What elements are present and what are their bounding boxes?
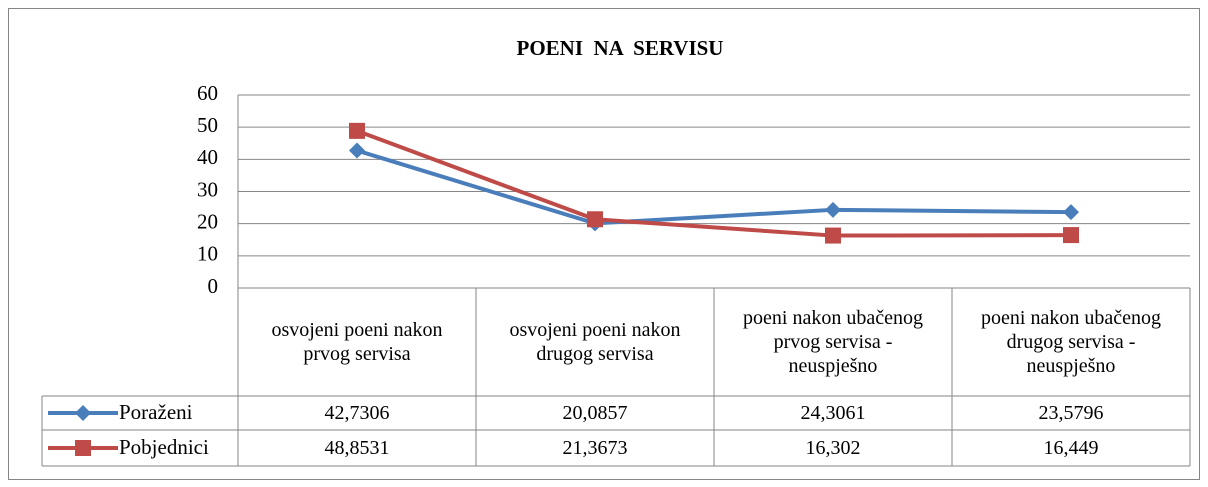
y-tick-label: 0 — [208, 274, 219, 298]
category-label: poeni nakon ubačenog drugog servisa - ne… — [981, 307, 1161, 377]
table-value: 48,8531 — [324, 437, 390, 459]
table-value: 20,0857 — [562, 402, 628, 424]
table-value: 16,449 — [1043, 437, 1099, 459]
legend-label: Pobjednici — [119, 435, 209, 459]
table-value: 16,302 — [805, 437, 861, 459]
marker — [349, 122, 365, 139]
legend-label: Poraženi — [119, 400, 193, 424]
chart-border — [8, 8, 1200, 480]
y-tick-label: 50 — [197, 113, 218, 137]
chart-title: POENI NA SERVISU — [517, 36, 724, 60]
marker — [825, 201, 841, 218]
table-value: 23,5796 — [1038, 402, 1104, 424]
y-tick-label: 30 — [197, 177, 218, 201]
series-line — [356, 128, 1072, 238]
marker — [75, 440, 91, 456]
category-label: osvojeni poeni nakon prvog servisa — [271, 319, 443, 365]
table-value: 21,3673 — [562, 437, 628, 459]
table-value: 24,3061 — [800, 402, 866, 424]
y-tick-label: 10 — [197, 242, 218, 266]
table-value: 42,7306 — [324, 402, 390, 424]
marker — [349, 142, 365, 159]
y-tick-label: 20 — [197, 209, 218, 233]
category-label: poeni nakon ubačenog prvog servisa - neu… — [743, 307, 923, 377]
marker — [75, 405, 91, 421]
marker — [1063, 227, 1079, 244]
y-tick-label: 60 — [197, 81, 218, 105]
category-label: osvojeni poeni nakon drugog servisa — [509, 319, 681, 365]
marker — [1063, 204, 1079, 221]
marker — [587, 211, 603, 228]
marker — [825, 227, 841, 244]
y-tick-label: 40 — [197, 145, 218, 169]
series-line — [356, 148, 1072, 226]
